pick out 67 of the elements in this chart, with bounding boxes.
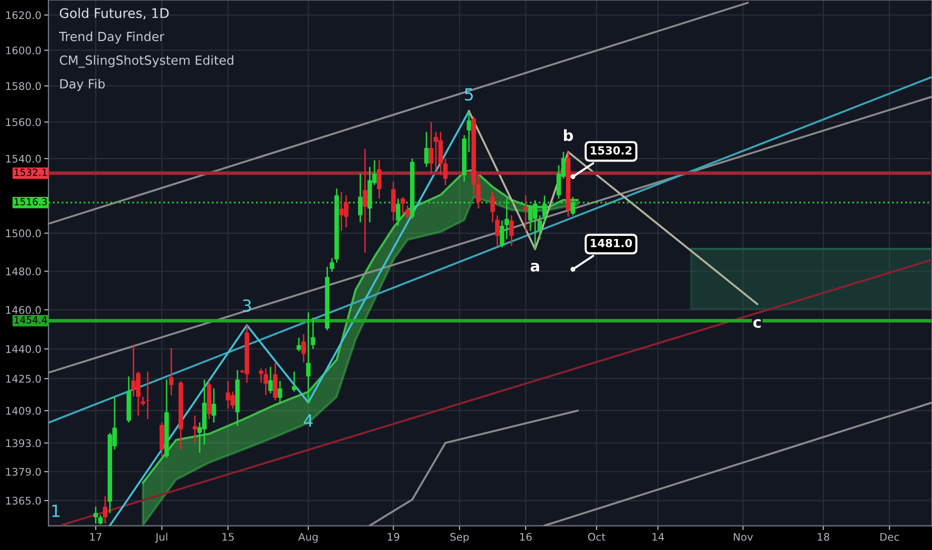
y-tick-label: 1620.0	[6, 11, 41, 20]
x-tick-label: Aug	[298, 533, 318, 543]
annotation: 3	[242, 299, 251, 312]
ref-line-label: 1454.4	[14, 316, 48, 324]
x-tick-label: 17	[90, 533, 102, 541]
y-tick-label: 1365.0	[6, 496, 41, 505]
y-tick-label: 1600.0	[6, 46, 41, 54]
annotation: b	[564, 129, 573, 142]
y-tick-label: 1379.0	[6, 468, 41, 476]
candlestick	[396, 198, 400, 227]
annotation: CM_SlingShotSystem Edited	[60, 55, 234, 68]
candlestick	[391, 180, 396, 222]
candlestick	[296, 337, 302, 352]
candlestick	[268, 366, 273, 394]
line-series	[368, 410, 579, 526]
y-tick-label: 1409.0	[6, 406, 41, 415]
y-tick-label: 1580.0	[6, 82, 41, 90]
candlestick	[405, 204, 410, 220]
x-tick-label: Jul	[155, 532, 168, 543]
ref-line-label: 1516.3	[14, 198, 47, 206]
candlestick	[102, 496, 108, 524]
y-tick-label: 1460.0	[6, 306, 41, 314]
x-tick-label: Nov	[734, 533, 753, 541]
candlestick	[192, 414, 198, 444]
x-tick-label: Oct	[588, 532, 606, 541]
y-tick-label: 1500.0	[6, 229, 41, 238]
line-series	[108, 110, 470, 526]
candlestick	[509, 214, 514, 247]
line-series	[468, 110, 758, 305]
y-tick-label: 1480.0	[6, 267, 41, 276]
candlestick	[273, 362, 278, 402]
annotation: a	[530, 262, 540, 272]
x-tick-label: 19	[388, 532, 400, 541]
candlestick	[376, 160, 382, 200]
y-tick-label: 1540.0	[6, 154, 41, 163]
annotation: 1530.2	[590, 146, 632, 155]
candlestick	[424, 131, 429, 168]
y-tick-label: 1560.0	[6, 118, 41, 126]
y-tick-label: 1425.0	[6, 374, 41, 383]
candlestick	[362, 148, 368, 254]
x-tick-label: Sep	[450, 532, 469, 543]
x-tick-label: 16	[520, 532, 532, 541]
y-tick-label: 1440.0	[6, 345, 41, 354]
candlestick	[278, 380, 282, 403]
candlestick	[306, 312, 311, 404]
x-tick-label: 14	[652, 533, 664, 541]
annotation: Trend Day Finder	[59, 32, 164, 44]
annotation: 1	[52, 504, 60, 517]
candlestick	[169, 347, 174, 396]
candlestick	[292, 370, 296, 392]
annotation: 1481.0	[590, 238, 632, 248]
annotation: 5	[464, 88, 473, 101]
x-tick-label: 18	[818, 532, 830, 541]
annotation: 4	[304, 414, 313, 427]
x-tick-label: 15	[222, 533, 234, 541]
candlestick	[212, 388, 216, 424]
ref-line-label: 1532.1	[14, 168, 47, 176]
candlestick	[466, 111, 472, 153]
candlestick	[301, 334, 306, 364]
candlestick	[310, 316, 316, 350]
annotation: Day Fib	[60, 78, 105, 91]
annotation: c	[753, 319, 761, 328]
text: Gold Futures, 1D	[60, 8, 169, 20]
x-tick-label: Dec	[880, 533, 899, 541]
y-tick-label: 1393.0	[6, 439, 41, 448]
candlestick	[230, 390, 235, 410]
candlestick	[400, 196, 406, 214]
